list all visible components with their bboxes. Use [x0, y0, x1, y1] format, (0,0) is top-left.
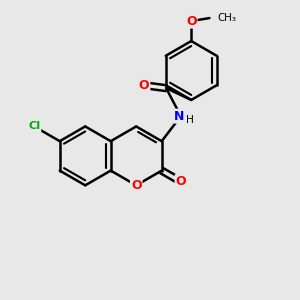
- Text: N: N: [174, 110, 184, 123]
- Text: Cl: Cl: [28, 122, 40, 131]
- Text: O: O: [176, 175, 186, 188]
- Text: O: O: [186, 14, 196, 28]
- Text: O: O: [139, 79, 149, 92]
- Text: H: H: [186, 115, 194, 125]
- Text: CH₃: CH₃: [218, 13, 237, 22]
- Text: O: O: [131, 179, 142, 192]
